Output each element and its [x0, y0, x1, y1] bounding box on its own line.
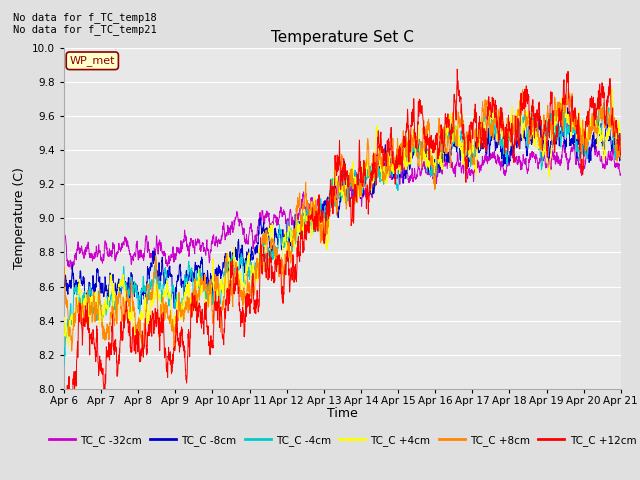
Title: Temperature Set C: Temperature Set C	[271, 30, 414, 46]
Legend: TC_C -32cm, TC_C -8cm, TC_C -4cm, TC_C +4cm, TC_C +8cm, TC_C +12cm: TC_C -32cm, TC_C -8cm, TC_C -4cm, TC_C +…	[44, 431, 640, 450]
Text: No data for f_TC_temp18
No data for f_TC_temp21: No data for f_TC_temp18 No data for f_TC…	[13, 12, 157, 36]
Line: TC_C +4cm: TC_C +4cm	[64, 89, 621, 345]
Line: TC_C +12cm: TC_C +12cm	[64, 69, 621, 477]
Line: TC_C -4cm: TC_C -4cm	[64, 104, 621, 366]
Line: TC_C -32cm: TC_C -32cm	[64, 142, 621, 269]
Y-axis label: Temperature (C): Temperature (C)	[13, 168, 26, 269]
X-axis label: Time: Time	[327, 407, 358, 420]
Line: TC_C +8cm: TC_C +8cm	[64, 88, 621, 351]
Text: WP_met: WP_met	[70, 55, 115, 66]
Line: TC_C -8cm: TC_C -8cm	[64, 108, 621, 309]
